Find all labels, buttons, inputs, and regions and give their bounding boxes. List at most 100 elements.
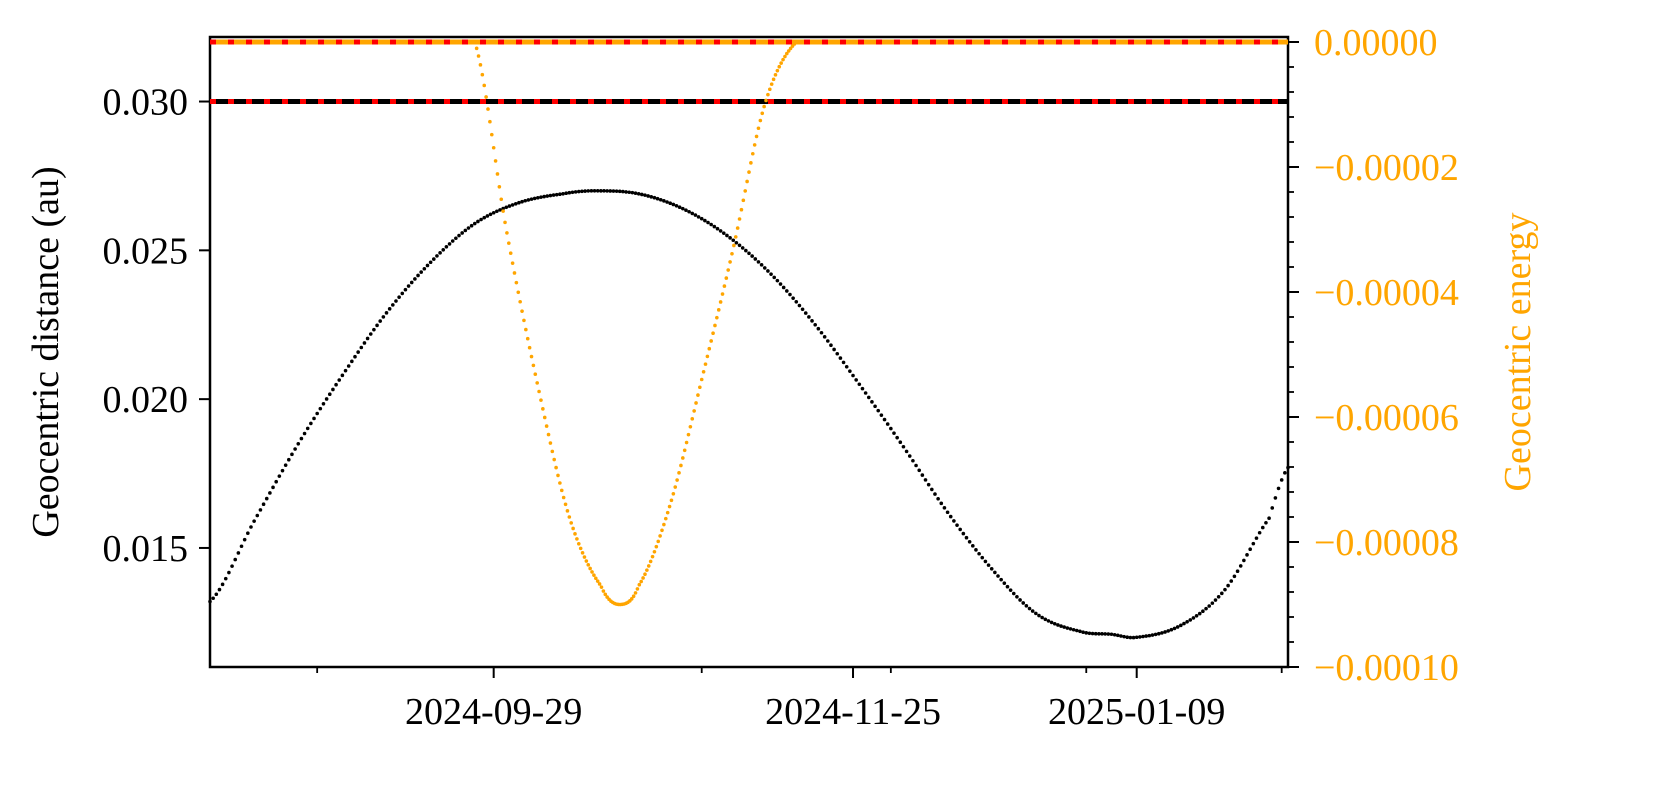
data-point [368, 332, 373, 336]
data-point [739, 207, 744, 212]
data-point [936, 496, 940, 501]
data-point [576, 541, 581, 546]
data-point [495, 172, 500, 176]
data-point [312, 416, 316, 421]
data-point [715, 226, 720, 231]
data-point [508, 251, 513, 255]
data-point [476, 219, 480, 224]
y-right-tick-label: −0.00002 [1314, 147, 1459, 189]
data-point [343, 368, 348, 373]
data-point [327, 392, 332, 397]
data-point [527, 345, 532, 350]
data-point [1163, 630, 1167, 634]
data-point [1251, 541, 1256, 546]
data-point [340, 373, 345, 378]
data-point [495, 209, 499, 214]
data-point [432, 257, 436, 261]
data-point [879, 413, 884, 417]
data-point [575, 537, 579, 541]
data-point [602, 189, 606, 193]
data-point [479, 217, 483, 222]
data-point [762, 104, 766, 109]
data-point [472, 40, 477, 44]
data-point [375, 323, 379, 328]
data-point [567, 190, 572, 195]
data-point [933, 492, 937, 496]
data-point [747, 170, 751, 174]
data-point [885, 422, 890, 426]
data-point [658, 197, 663, 202]
data-point [707, 346, 712, 351]
data-point [246, 531, 250, 535]
data-point [580, 551, 585, 555]
data-point [554, 192, 559, 197]
data-point [1216, 595, 1221, 599]
data-point [673, 485, 678, 489]
data-point [208, 599, 212, 604]
data-point [816, 326, 821, 331]
data-point [764, 98, 768, 103]
data-point [617, 189, 622, 194]
data-point [537, 389, 541, 394]
y-right-title: Geocentric energy [1497, 213, 1539, 492]
x-tick-label: 2024-11-25 [765, 691, 941, 733]
data-point [1034, 611, 1038, 616]
data-point [762, 266, 767, 270]
data-point [1138, 635, 1142, 639]
data-point [359, 345, 364, 350]
data-point [983, 559, 988, 564]
data-point [641, 576, 645, 580]
data-point [914, 463, 918, 468]
data-point [362, 341, 367, 345]
y-axis-left: 0.015 0.020 0.025 0.030 [103, 82, 210, 570]
data-point [662, 522, 666, 527]
data-point [1071, 627, 1076, 632]
data-point [1238, 564, 1243, 568]
data-point [1128, 635, 1133, 640]
data-point [422, 266, 427, 271]
data-point [559, 488, 564, 493]
data-point [652, 549, 657, 554]
data-point [920, 473, 925, 477]
data-point [507, 204, 512, 208]
data-point [544, 424, 549, 428]
data-point [863, 391, 868, 395]
data-point [516, 290, 521, 295]
data-point [892, 431, 896, 435]
data-point [712, 224, 717, 229]
data-point [1037, 613, 1041, 618]
data-point [499, 197, 504, 202]
data-point [258, 508, 263, 512]
data-point [518, 299, 522, 304]
data-point [331, 387, 335, 392]
data-point [1008, 588, 1013, 592]
data-point [525, 336, 530, 341]
data-point [974, 548, 978, 552]
data-point [769, 272, 773, 276]
data-point [1279, 478, 1284, 482]
data-point [571, 526, 575, 531]
y-right-tick-label: −0.00006 [1314, 397, 1459, 439]
data-point [720, 292, 725, 296]
data-point [854, 378, 858, 382]
data-point [211, 596, 215, 601]
data-point [889, 426, 893, 431]
data-point [372, 327, 376, 332]
data-point [1179, 623, 1183, 628]
data-point [614, 189, 619, 193]
y-left-tick-label: 0.025 [103, 230, 189, 272]
data-point [605, 189, 609, 193]
data-point [1011, 591, 1016, 596]
data-point [624, 190, 628, 194]
data-point [223, 576, 228, 581]
data-point [735, 226, 740, 230]
data-point [732, 243, 736, 248]
data-point [542, 194, 546, 199]
data-point [841, 360, 846, 365]
data-point [986, 563, 991, 567]
data-point [1257, 530, 1262, 535]
data-point [1125, 635, 1130, 640]
data-point [583, 189, 587, 193]
data-point [771, 77, 776, 82]
data-point [630, 190, 635, 195]
